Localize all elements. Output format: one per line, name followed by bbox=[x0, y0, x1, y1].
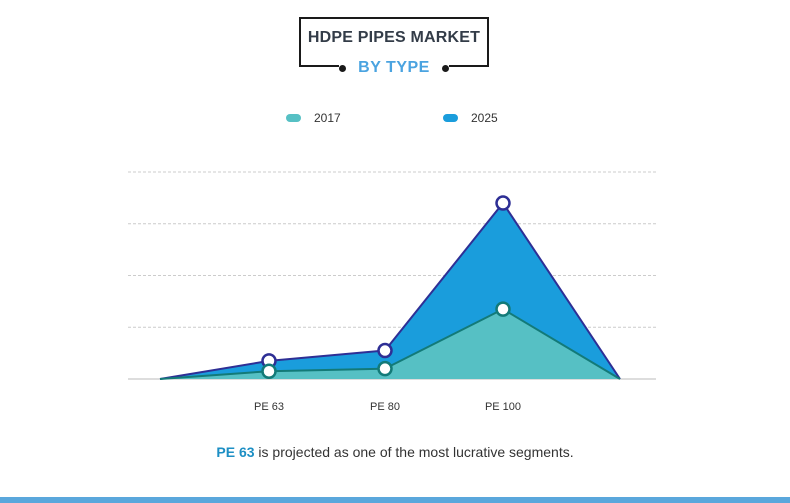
marker-2025-pe-80 bbox=[377, 342, 393, 359]
chart-subtitle: BY TYPE bbox=[358, 59, 430, 76]
x-tick-label: PE 63 bbox=[254, 401, 284, 413]
marker-2017-pe-80 bbox=[377, 360, 393, 377]
subtitle-background bbox=[339, 56, 449, 80]
legend-swatch-2017 bbox=[286, 114, 301, 122]
subtitle-wrap: BY TYPE bbox=[299, 56, 489, 80]
caption-highlight: PE 63 bbox=[216, 444, 255, 460]
legend-label-2017: 2017 bbox=[314, 111, 341, 125]
x-tick-label: PE 80 bbox=[370, 401, 400, 413]
area-chart: PE 63 PE 80 PE 100 bbox=[128, 171, 656, 413]
marker-2025-pe-100 bbox=[495, 195, 511, 211]
legend-swatch-2025 bbox=[443, 114, 458, 122]
subtitle-right-dot bbox=[442, 65, 449, 72]
x-tick-label: PE 100 bbox=[485, 401, 521, 413]
legend-label-2025: 2025 bbox=[471, 111, 498, 125]
bottom-bar bbox=[0, 497, 790, 503]
area-2017 bbox=[160, 309, 620, 379]
marker-2017-pe-63 bbox=[261, 363, 277, 379]
caption-text: is projected as one of the most lucrativ… bbox=[254, 444, 574, 460]
subtitle-left-dot bbox=[339, 65, 346, 72]
marker-2017-pe-100 bbox=[495, 301, 511, 317]
chart-title: HDPE PIPES MARKET bbox=[307, 29, 481, 46]
caption: PE 63 is projected as one of the most lu… bbox=[0, 444, 790, 460]
